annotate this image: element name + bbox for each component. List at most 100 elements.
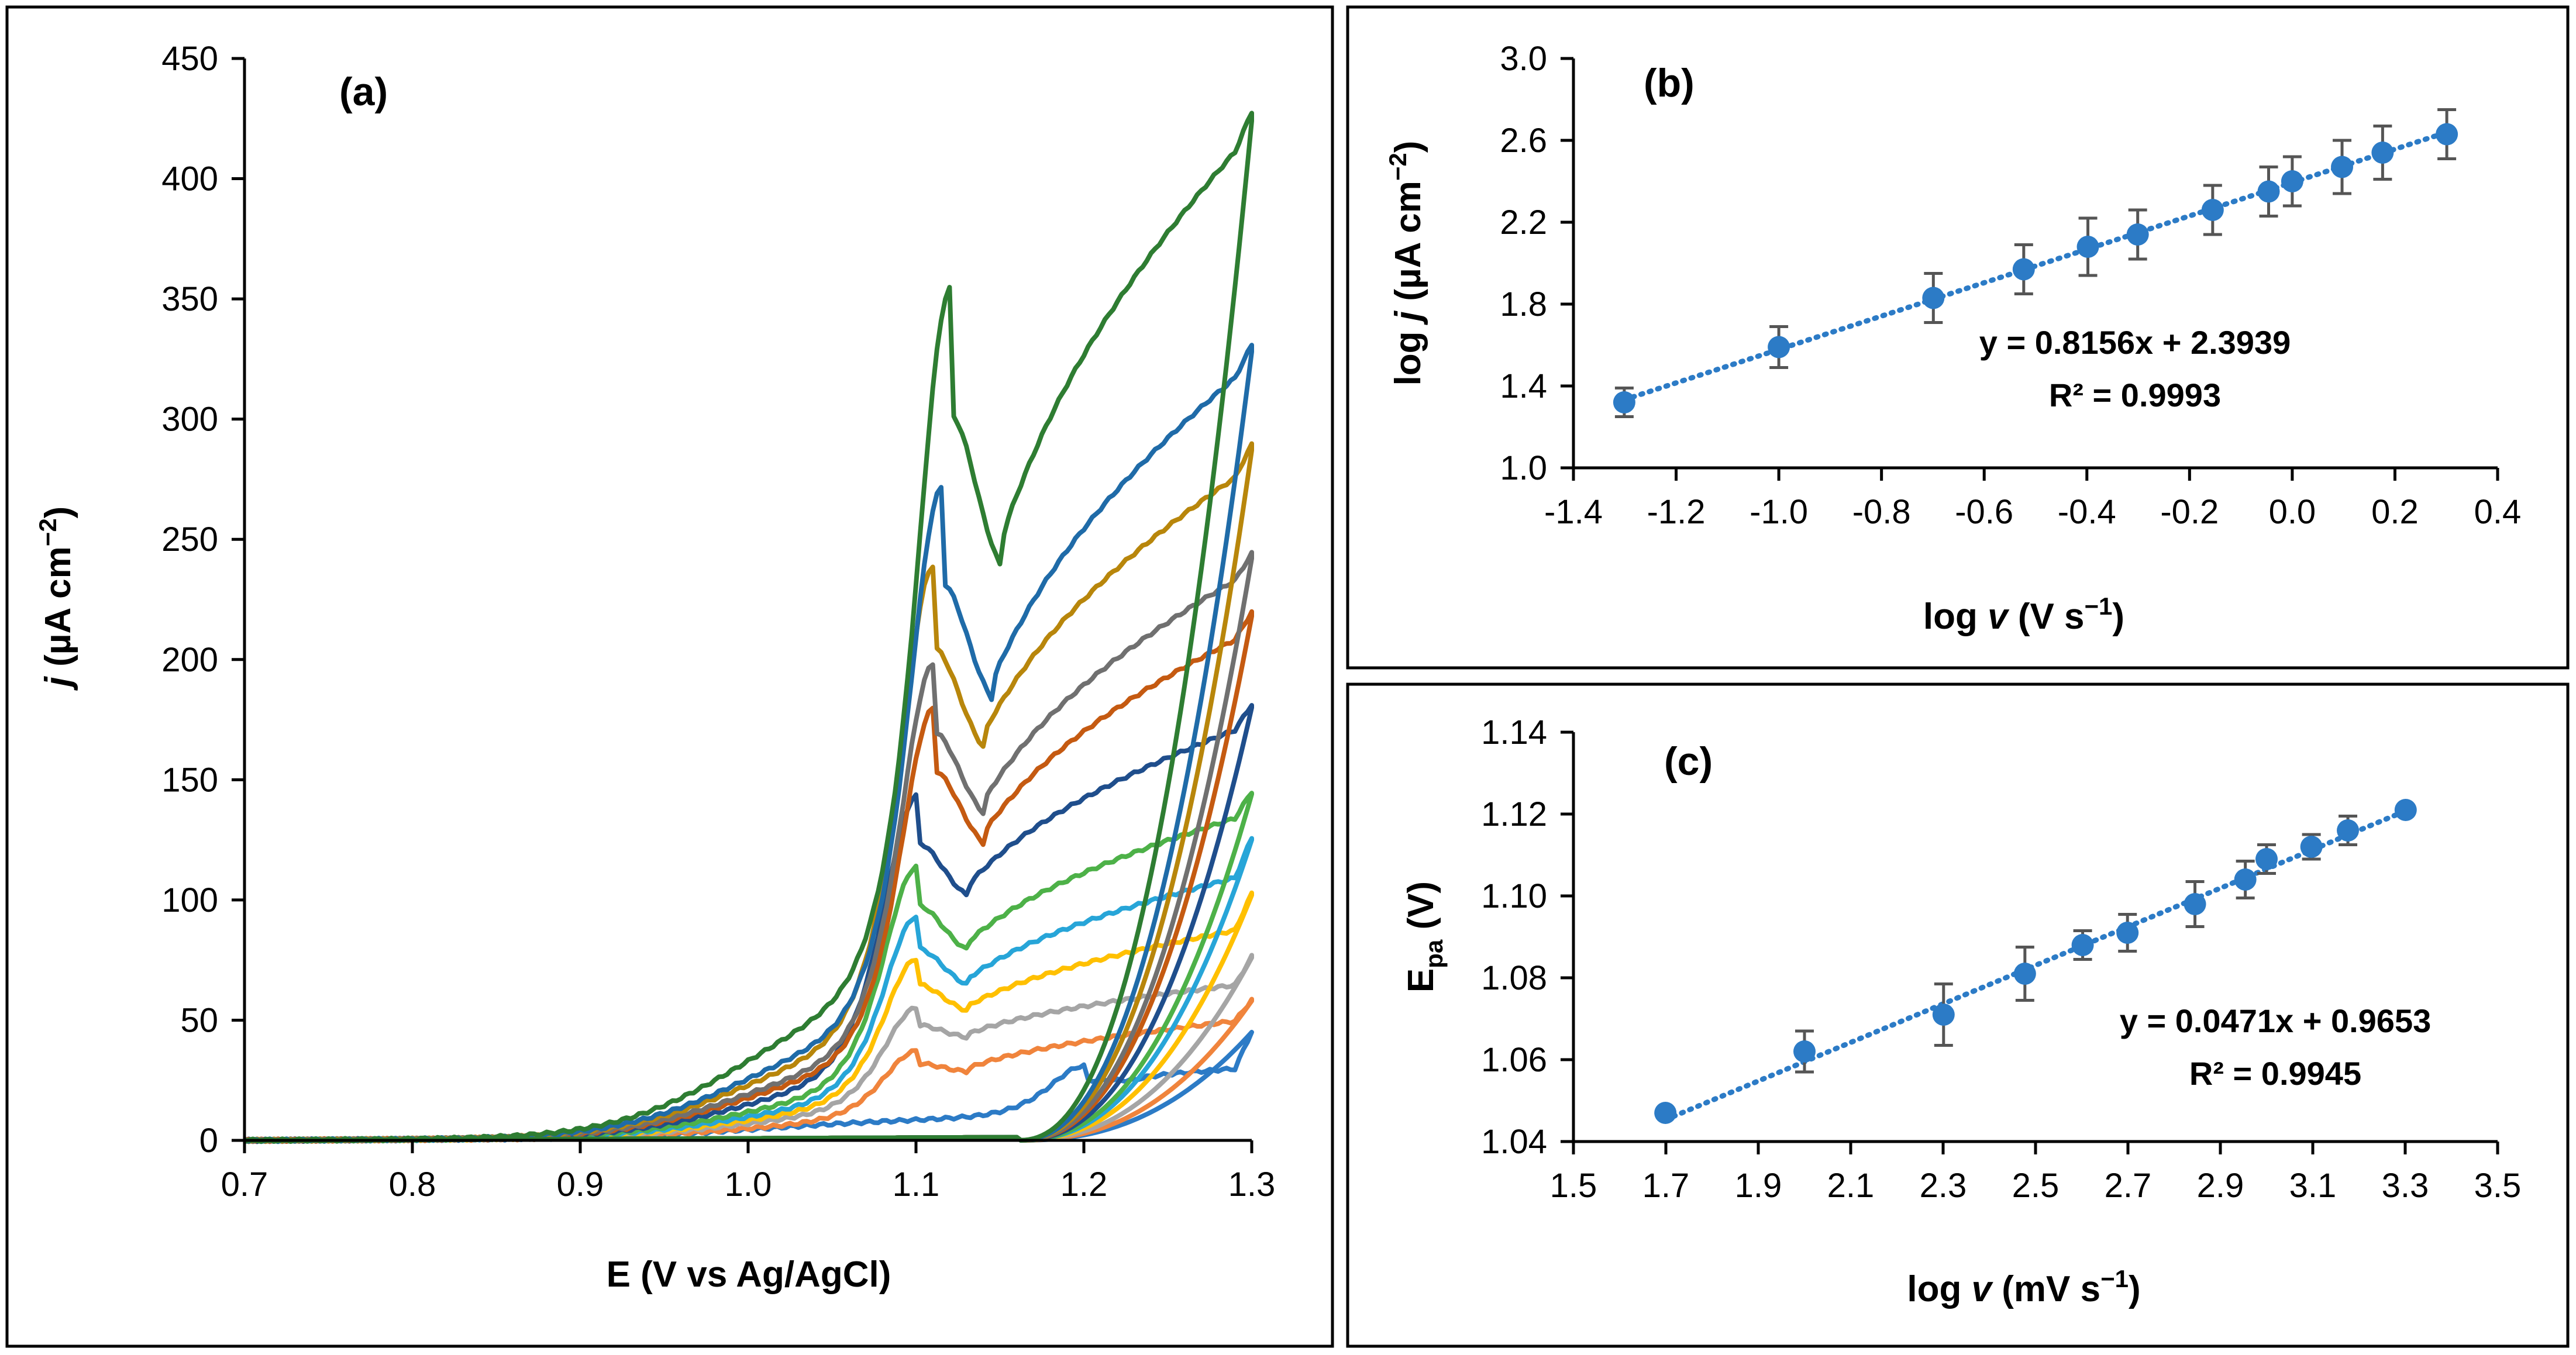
y-tick-label: 2.6	[1500, 122, 1547, 160]
x-tick-label: 1.9	[1735, 1167, 1782, 1205]
y-tick-label: 3.0	[1500, 40, 1547, 78]
chart-c-equation: y = 0.0471x + 0.9653	[2120, 1002, 2432, 1039]
y-tick-label: 50	[180, 1001, 218, 1039]
chart-b-trendline	[1621, 129, 2450, 403]
chart-a: (a) 0.7 0.8 0.9 1.0 1.1 1.2 1.3 0 50 100 150 200 250…	[34, 40, 1275, 1295]
data-point	[2255, 848, 2278, 870]
cv-curve-s11	[244, 343, 1254, 1144]
panel-a-frame	[5, 5, 1334, 1348]
x-tick-label: 3.1	[2289, 1167, 2337, 1205]
data-point	[2076, 236, 2099, 258]
data-point	[2300, 836, 2323, 858]
data-point	[1793, 1040, 1816, 1063]
x-tick-label: 2.9	[2197, 1167, 2244, 1205]
x-tick-label: 1.0	[725, 1166, 772, 1204]
x-tick-label: 1.3	[1228, 1166, 1276, 1204]
x-tick-label: -0.4	[2058, 493, 2116, 531]
data-point	[2071, 934, 2094, 956]
panel-b-frame	[1346, 5, 2570, 670]
data-point	[2281, 170, 2303, 192]
chart-a-x-label: E (V vs Ag/AgCl)	[607, 1254, 891, 1295]
x-tick-label: 0.8	[389, 1166, 436, 1204]
y-tick-label: 400	[161, 160, 218, 198]
panel-c-frame	[1346, 682, 2570, 1348]
chart-b-equation: y = 0.8156x + 2.3939	[1979, 324, 2291, 361]
x-tick-label: 1.2	[1060, 1166, 1108, 1204]
y-tick-label: 1.8	[1500, 285, 1547, 323]
chart-c-y-label: Epa (V)	[1401, 881, 1448, 992]
x-tick-label: 0.0	[2269, 493, 2316, 531]
x-tick-label: -1.4	[1544, 493, 1603, 531]
y-tick-label: 2.2	[1500, 204, 1547, 242]
chart-c-points	[1654, 799, 2417, 1124]
y-tick-label: 200	[161, 641, 218, 679]
data-point	[2234, 868, 2257, 891]
x-tick-label: 3.3	[2382, 1167, 2429, 1205]
data-point	[2116, 922, 2139, 944]
x-tick-label: 0.9	[557, 1166, 604, 1204]
data-point	[1922, 287, 1945, 309]
x-tick-label: 0.4	[2474, 493, 2522, 531]
data-point	[2337, 819, 2360, 842]
x-tick-label: 0.2	[2371, 493, 2419, 531]
chart-b-r2: R² = 0.9993	[2049, 377, 2221, 413]
x-tick-label: 2.7	[2105, 1167, 2152, 1205]
chart-b-points	[1613, 108, 2458, 418]
x-tick-label: -1.0	[1750, 493, 1808, 531]
y-tick-label: 1.06	[1481, 1041, 1547, 1079]
x-tick-label: -1.2	[1647, 493, 1706, 531]
y-tick-label: 1.08	[1481, 959, 1547, 997]
data-point	[2371, 142, 2394, 164]
y-tick-label: 100	[161, 881, 218, 919]
x-tick-label: 1.5	[1550, 1167, 1597, 1205]
cv-curve-s12	[243, 111, 1254, 1144]
data-point	[1768, 336, 1790, 358]
data-point	[2257, 180, 2280, 203]
chart-a-series	[243, 111, 1254, 1144]
chart-c-trendline	[1662, 808, 2409, 1123]
x-tick-label: 1.1	[893, 1166, 940, 1204]
panel-a-label: (a)	[339, 70, 388, 114]
data-point	[2201, 199, 2224, 221]
data-point	[2126, 223, 2149, 246]
data-point	[2394, 799, 2417, 821]
x-tick-label: -0.6	[1955, 493, 2013, 531]
chart-b: (b) -1.4 -1.2 -1.0 -0.8 -0.6 -0.4 -0.2 0.0 0.2 0.…	[1384, 40, 2521, 637]
x-tick-label: 2.5	[2012, 1167, 2060, 1205]
x-tick-label: -0.8	[1852, 493, 1911, 531]
chart-b-y-label: log j (µA cm−2)	[1384, 141, 1428, 386]
data-point	[2184, 893, 2206, 915]
y-tick-label: 300	[161, 401, 218, 439]
chart-c: (c) 1.5 1.7 1.9 2.1 2.3 2.5 2.7 2.9 3.1 3.3 3.5 1.0…	[1401, 713, 2521, 1309]
panel-b-label: (b)	[1644, 61, 1695, 105]
y-tick-label: 1.04	[1481, 1123, 1547, 1161]
x-tick-label: -0.2	[2160, 493, 2219, 531]
data-point	[1654, 1102, 1677, 1124]
chart-c-x-label: log v (mV s−1)	[1907, 1265, 2140, 1309]
y-tick-label: 450	[161, 40, 218, 78]
panel-c-label: (c)	[1664, 739, 1713, 784]
y-tick-label: 150	[161, 761, 218, 799]
x-tick-label: 2.1	[1827, 1167, 1875, 1205]
chart-b-x-label: log v (V s−1)	[1923, 592, 2124, 637]
data-point	[2013, 963, 2036, 985]
data-point	[2012, 258, 2035, 281]
y-tick-label: 1.14	[1481, 713, 1547, 751]
x-tick-label: 1.7	[1642, 1167, 1690, 1205]
y-tick-label: 350	[161, 280, 218, 318]
y-tick-label: 0	[199, 1122, 218, 1160]
chart-c-r2: R² = 0.9945	[2189, 1055, 2361, 1092]
y-tick-label: 250	[161, 520, 218, 558]
y-tick-label: 1.4	[1500, 367, 1547, 405]
data-point	[1613, 391, 1635, 413]
y-tick-label: 1.10	[1481, 877, 1547, 915]
x-tick-label: 2.3	[1920, 1167, 1967, 1205]
y-tick-label: 1.0	[1500, 449, 1547, 487]
y-tick-label: 1.12	[1481, 795, 1547, 833]
data-point	[2436, 123, 2458, 146]
data-point	[2331, 156, 2354, 178]
data-point	[1932, 1004, 1955, 1026]
chart-a-y-label: j (µA cm−2)	[34, 506, 78, 691]
x-tick-label: 0.7	[221, 1166, 268, 1204]
